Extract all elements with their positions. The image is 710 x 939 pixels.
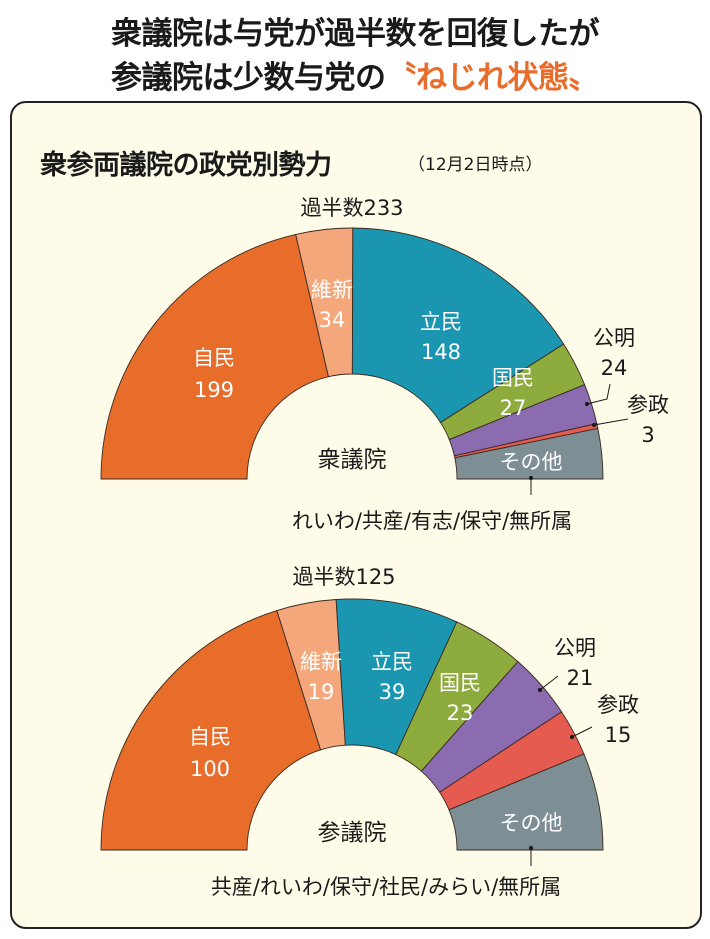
label-ishin-name: 維新 — [311, 278, 353, 302]
chart-title: 衆参両議院の政党別勢力 — [40, 150, 332, 181]
label-sansei-name: 参政 — [627, 393, 669, 417]
house-label: 参議院 — [318, 820, 387, 846]
label-rikken-name: 立民 — [371, 650, 413, 674]
label-sansei-value: 15 — [605, 723, 632, 747]
others-breakdown: れいわ/共産/有志/保守/無所属 — [292, 509, 572, 533]
segment-jimin — [100, 233, 329, 480]
label-jimin-value: 199 — [194, 378, 234, 402]
headline-line-2: 参議院は少数与党の〝ねじれ状態〟 — [0, 52, 710, 97]
label-kokumin-value: 23 — [447, 701, 474, 725]
headline-accent: 〝ねじれ状態〟 — [385, 60, 600, 96]
label-ishin-value: 34 — [319, 308, 346, 332]
label-komei-value: 21 — [567, 666, 594, 690]
chart-subtitle: （12月2日時点） — [408, 155, 543, 175]
label-komei-name: 公明 — [593, 326, 635, 350]
leader-dot-sansei — [569, 734, 575, 740]
leader-dot-sansei — [591, 422, 597, 428]
leader-komei — [586, 383, 611, 405]
segment-jimin — [100, 609, 322, 851]
headline-prefix: 参議院は少数与党の — [111, 60, 386, 96]
majority-label: 過半数233 — [300, 196, 403, 220]
majority-label: 過半数125 — [292, 565, 395, 589]
segment-sonota — [448, 753, 604, 851]
label-kokumin-name: 国民 — [439, 671, 481, 695]
label-kokumin-value: 27 — [500, 396, 527, 420]
label-sonota-name: その他 — [500, 450, 563, 474]
label-ishin-name: 維新 — [300, 650, 342, 674]
label-komei-name: 公明 — [554, 636, 596, 660]
segment-rikken — [351, 227, 565, 424]
leader-dot-sonota — [528, 475, 534, 481]
others-breakdown: 共産/れいわ/保守/社民/みらい/無所属 — [211, 875, 561, 899]
label-kokumin-name: 国民 — [492, 366, 534, 390]
segment-sonota — [454, 427, 604, 480]
leader-dot-komei — [584, 401, 590, 407]
leader-komei — [539, 675, 559, 691]
chart-lower-house: 過半数233 自民 199 維新 34 立民 148 国民 27 公明 24 参… — [100, 196, 669, 533]
label-jimin-name: 自民 — [193, 346, 235, 370]
label-jimin-name: 自民 — [189, 725, 231, 749]
label-komei-value: 24 — [601, 356, 628, 380]
label-rikken-value: 39 — [379, 680, 406, 704]
house-label: 衆議院 — [318, 447, 387, 473]
label-jimin-value: 100 — [190, 757, 230, 781]
leader-dot-komei — [537, 687, 543, 693]
leader-dot-sonota — [528, 845, 534, 851]
label-ishin-value: 19 — [308, 680, 335, 704]
label-sansei-name: 参政 — [597, 693, 639, 717]
label-sonota-name: その他 — [500, 811, 563, 835]
label-rikken-value: 148 — [421, 340, 461, 364]
leader-sansei — [593, 418, 629, 426]
chart-upper-house: 過半数125 自民 100 維新 19 立民 39 国民 23 公明 21 参政… — [100, 565, 639, 899]
leader-sansei — [571, 726, 593, 738]
headline-line-1: 衆議院は与党が過半数を回復したが — [111, 16, 600, 52]
label-rikken-name: 立民 — [420, 310, 462, 334]
label-sansei-value: 3 — [641, 423, 654, 447]
